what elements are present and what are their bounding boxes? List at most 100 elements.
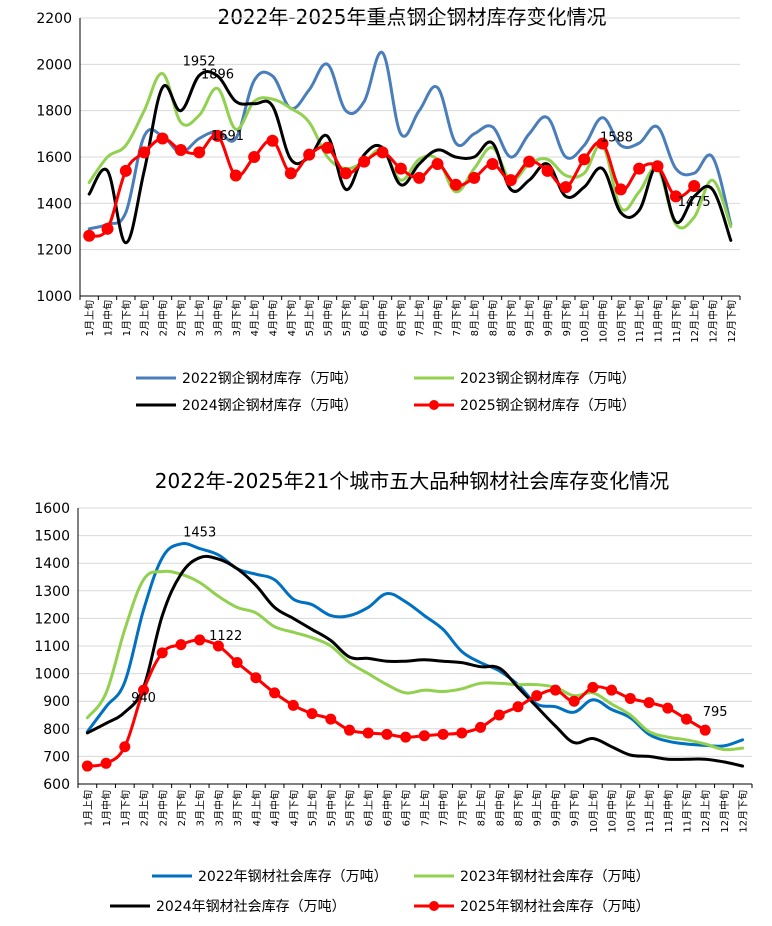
series-marker	[633, 162, 646, 175]
x-tick-label: 7月上旬	[418, 790, 431, 826]
x-tick-label: 3月上旬	[194, 790, 207, 826]
legend-label: 2024钢企钢材库存（万吨）	[182, 397, 358, 414]
series-marker	[431, 157, 444, 170]
x-tick-label: 6月中旬	[381, 790, 394, 826]
series-marker	[303, 148, 316, 161]
x-tick-label: 10月下旬	[615, 300, 628, 343]
x-tick-label: 4月上旬	[248, 300, 261, 336]
x-tick-label: 8月中旬	[493, 790, 506, 826]
y-tick-label: 1000	[34, 667, 70, 683]
series-marker	[194, 634, 206, 646]
series-2	[87, 72, 733, 230]
series-marker	[456, 727, 468, 739]
y-tick-label: 2000	[36, 57, 72, 73]
series-marker	[269, 687, 281, 699]
x-tick-label: 12月下旬	[725, 300, 738, 343]
series-marker	[325, 713, 337, 725]
x-tick-label: 2月下旬	[175, 790, 188, 826]
series-line	[85, 638, 707, 768]
series-marker	[229, 169, 242, 182]
series-line	[87, 51, 733, 231]
x-tick-label: 9月上旬	[523, 300, 536, 336]
series-marker	[306, 708, 318, 720]
x-tick-label: 3月下旬	[231, 790, 244, 826]
x-tick-label: 3月下旬	[230, 300, 243, 336]
series-marker	[669, 190, 682, 203]
series-marker	[688, 179, 701, 192]
series-marker	[119, 741, 131, 753]
legend-label: 2024年钢材社会库存（万吨）	[156, 899, 346, 915]
series-3	[85, 554, 745, 768]
series-marker	[662, 702, 674, 714]
series-marker	[606, 684, 618, 696]
x-tick-label: 12月中旬	[707, 300, 720, 343]
series-2	[85, 569, 745, 752]
y-tick-label: 1200	[36, 243, 72, 259]
legend-label: 2025钢企钢材库存（万吨）	[460, 397, 636, 414]
series-marker	[531, 690, 543, 702]
series-marker	[376, 146, 389, 159]
series-1	[85, 542, 745, 748]
y-tick-label: 1600	[34, 501, 70, 517]
chart2-y-axis: 600 700 800 900 1000 1100 1200 1300 1400 1500 1600	[34, 501, 79, 793]
data-label: 1588	[600, 131, 633, 146]
x-tick-label: 2月中旬	[157, 300, 170, 336]
x-tick-label: 3月中旬	[212, 790, 225, 826]
series-marker	[343, 724, 355, 736]
x-tick-label: 5月下旬	[340, 300, 353, 336]
series-marker	[523, 155, 536, 168]
x-tick-label: 8月下旬	[505, 300, 518, 336]
legend-label: 2022年钢材社会库存（万吨）	[198, 869, 388, 885]
x-tick-label: 12月下旬	[737, 790, 750, 833]
x-tick-label: 9月下旬	[560, 300, 573, 336]
series-marker	[211, 129, 224, 142]
series-4	[81, 634, 711, 772]
data-label: 1122	[209, 629, 242, 644]
legend-label: 2023年钢材社会库存（万吨）	[460, 869, 650, 885]
y-tick-label: 900	[43, 694, 70, 710]
legend-item: 2025钢企钢材库存（万吨）	[414, 397, 636, 414]
x-tick-label: 11月中旬	[652, 300, 665, 343]
data-label: 795	[703, 705, 728, 720]
y-tick-label: 700	[43, 749, 70, 765]
series-marker	[138, 684, 150, 696]
x-tick-label: 2月上旬	[138, 300, 151, 336]
series-marker	[559, 181, 572, 194]
x-tick-label: 5月中旬	[322, 300, 335, 336]
x-tick-label: 5月下旬	[343, 790, 356, 826]
series-marker	[101, 222, 114, 235]
series-marker	[156, 647, 168, 659]
series-marker	[358, 155, 371, 168]
data-label: 940	[131, 691, 156, 706]
x-tick-label: 4月下旬	[287, 790, 300, 826]
series-marker	[266, 134, 279, 147]
chart1-legend: 2022钢企钢材库存（万吨） 2023钢企钢材库存（万吨） 2024钢企钢材库存（万…	[136, 370, 636, 414]
x-tick-label: 9月上旬	[531, 790, 544, 826]
x-tick-label: 9月中旬	[549, 790, 562, 826]
x-tick-label: 7月上旬	[413, 300, 426, 336]
x-tick-label: 6月上旬	[358, 300, 371, 336]
x-tick-label: 12月中旬	[718, 790, 731, 833]
data-label: 1453	[183, 526, 216, 541]
x-tick-label: 11月下旬	[670, 300, 683, 343]
series-marker	[231, 657, 243, 669]
x-tick-label: 10月中旬	[597, 300, 610, 343]
x-tick-label: 12月上旬	[699, 790, 712, 833]
x-tick-label: 6月中旬	[377, 300, 390, 336]
x-tick-label: 2月中旬	[156, 790, 169, 826]
x-tick-label: 11月上旬	[633, 300, 646, 343]
series-marker	[468, 171, 481, 184]
legend-item: 2023年钢材社会库存（万吨）	[414, 869, 650, 885]
x-tick-label: 4月中旬	[267, 300, 280, 336]
series-marker	[614, 183, 627, 196]
x-tick-label: 7月中旬	[437, 790, 450, 826]
y-tick-label: 1000	[36, 289, 72, 305]
y-tick-label: 1800	[36, 104, 72, 120]
series-line	[85, 554, 745, 768]
x-tick-label: 8月下旬	[512, 790, 525, 826]
x-tick-label: 11月中旬	[662, 790, 675, 833]
x-tick-label: 12月上旬	[688, 300, 701, 343]
chart2-series	[81, 542, 745, 772]
series-marker	[284, 167, 297, 180]
series-marker	[212, 640, 224, 652]
